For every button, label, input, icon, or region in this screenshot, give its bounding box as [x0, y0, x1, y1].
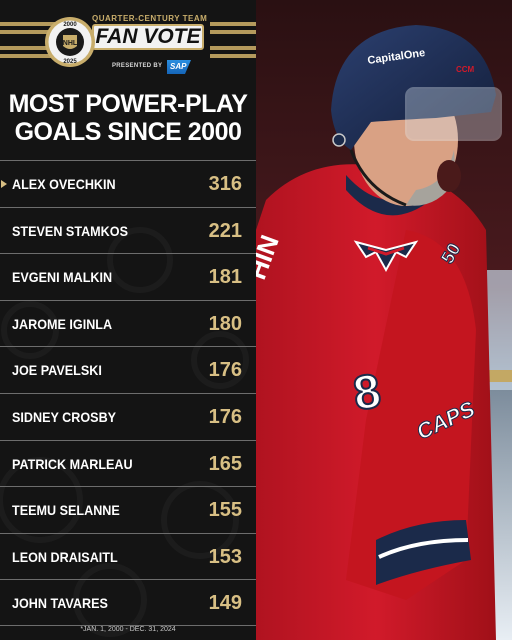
open-mouth	[437, 160, 461, 192]
goal-count: 176	[208, 405, 242, 428]
goal-count: 165	[208, 452, 242, 475]
goal-count: 221	[208, 219, 242, 242]
date-range-footnote: *JAN. 1, 2000 - DEC. 31, 2024	[80, 626, 176, 633]
helmet-visor	[405, 87, 502, 141]
leaderboard-row: LEON DRAISAITL 153	[0, 532, 256, 580]
sleeve-stripe	[376, 520, 471, 585]
player-name: TEEMU SELANNE	[12, 502, 120, 519]
title-line-2: GOALS SINCE 2000	[14, 118, 242, 146]
badge-title: FAN VOTE	[92, 24, 204, 50]
svg-text:NHL: NHL	[63, 40, 78, 47]
goal-count: 153	[208, 545, 242, 568]
title-line-1: MOST POWER-PLAY	[8, 90, 248, 118]
presented-by-label: PRESENTED BY	[112, 63, 163, 69]
nhl-anniversary-logo-icon: NHL 2000 2025	[45, 17, 95, 67]
player-name: JAROME IGINLA	[12, 315, 113, 332]
leaderboard-row: TEEMU SELANNE 155	[0, 486, 256, 533]
goal-count: 176	[208, 359, 242, 382]
leaderboard-row: PATRICK MARLEAU 165	[0, 439, 256, 487]
sap-logo: SAP	[167, 60, 191, 74]
badge-top-tag: QUARTER-CENTURY TEAM	[92, 14, 208, 23]
leaderboard-row: JOHN TAVARES 149	[0, 579, 256, 626]
goal-count: 316	[208, 173, 242, 195]
fan-vote-badge: QUARTER-CENTURY TEAM FAN VOTE PRESENTED …	[0, 0, 256, 86]
chin-strap	[349, 149, 407, 207]
player-name: JOE PAVELSKI	[12, 362, 102, 379]
beard	[406, 150, 456, 206]
player-photo: 8 CAPS HIN 50 CapitalOne CCM	[256, 0, 512, 640]
leaderboard-row: SIDNEY CROSBY 176	[0, 392, 256, 440]
leaderboard-row: JOE PAVELSKI 176	[0, 346, 256, 393]
player-name: LEON DRAISAITL	[12, 548, 118, 565]
goal-count: 155	[208, 499, 242, 522]
leaderboard-row: ALEX OVECHKIN 316	[0, 160, 256, 207]
goal-count: 149	[208, 592, 242, 615]
leaderboard: ALEX OVECHKIN 316 STEVEN STAMKOS 221 EVG…	[0, 160, 256, 626]
logo-year-top: 2000	[63, 22, 77, 28]
leader-pointer-icon	[1, 180, 7, 188]
player-name: JOHN TAVARES	[12, 595, 108, 612]
page-title: MOST POWER-PLAY GOALS SINCE 2000	[0, 90, 256, 146]
logo-year-bottom: 2025	[63, 59, 77, 65]
helmet	[331, 25, 496, 150]
player-name: SIDNEY CROSBY	[12, 408, 117, 425]
goal-count: 181	[208, 266, 242, 289]
player-name: EVGENI MALKIN	[12, 269, 113, 286]
sleeve-stripe-white	[378, 538, 469, 559]
player-name: PATRICK MARLEAU	[12, 455, 133, 472]
leaderboard-row: STEVEN STAMKOS 221	[0, 206, 256, 254]
goal-count: 180	[208, 312, 242, 335]
jersey-sleeve	[346, 230, 476, 600]
player-name: STEVEN STAMKOS	[12, 222, 128, 239]
helmet-brand: CCM	[456, 65, 475, 74]
background-pattern	[0, 0, 256, 640]
helmet-clip-icon	[332, 133, 346, 147]
leaderboard-panel: QUARTER-CENTURY TEAM FAN VOTE PRESENTED …	[0, 0, 256, 640]
eagle-shoulder-patch-icon	[353, 240, 419, 273]
leaderboard-row: JAROME IGINLA 180	[0, 299, 256, 347]
leaderboard-row: EVGENI MALKIN 181	[0, 253, 256, 300]
player-name: ALEX OVECHKIN	[12, 176, 116, 192]
